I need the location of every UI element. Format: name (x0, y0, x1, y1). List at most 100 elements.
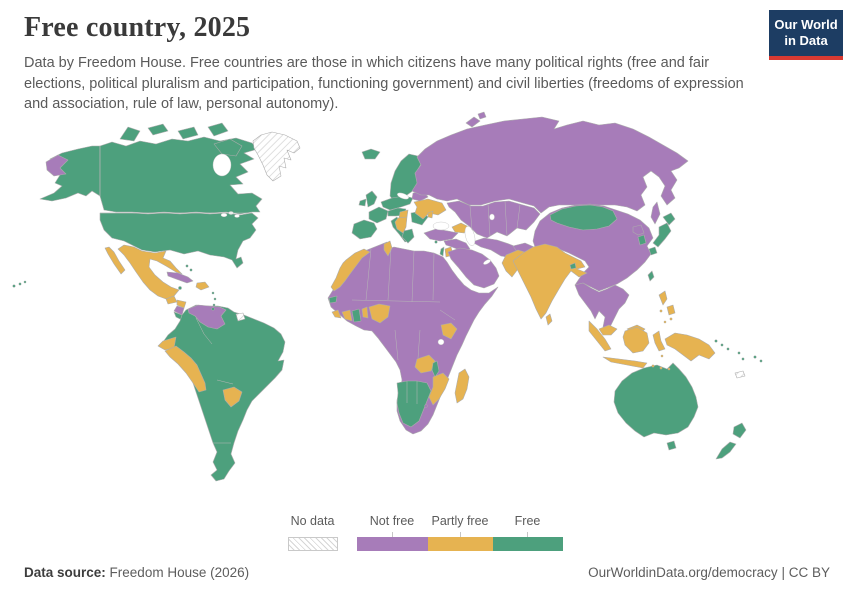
legend-item-free[interactable]: Free (492, 514, 563, 551)
region-bahamas[interactable] (189, 268, 193, 272)
region-lesser_antilles[interactable] (211, 291, 215, 295)
region-taiwan[interactable] (648, 271, 654, 281)
region-mongolia[interactable] (550, 205, 617, 230)
region-japan[interactable] (649, 247, 657, 255)
region-iberia[interactable] (352, 220, 377, 239)
region-indonesia[interactable] (651, 364, 655, 368)
region-central_europe[interactable] (381, 196, 413, 210)
region-madagascar[interactable] (455, 369, 469, 403)
region-united_kingdom[interactable] (366, 191, 377, 207)
region-pacific_islands[interactable] (759, 359, 763, 363)
region-peru[interactable] (165, 346, 206, 392)
region-indonesia[interactable] (660, 354, 664, 358)
region-new_zealand[interactable] (716, 442, 736, 459)
region-benin[interactable] (362, 307, 368, 318)
region-mozambique[interactable] (429, 373, 449, 405)
region-india[interactable] (513, 244, 587, 319)
region-cote_divoire[interactable] (342, 310, 352, 321)
region-hawaii[interactable] (18, 282, 22, 286)
region-israel[interactable] (440, 247, 444, 256)
region-hispaniola[interactable] (196, 282, 209, 290)
region-arabia[interactable] (448, 248, 499, 288)
region-philippines[interactable] (659, 291, 667, 305)
region-philippines[interactable] (667, 305, 675, 315)
owid-logo[interactable]: Our World in Data (769, 10, 843, 60)
region-ghana[interactable] (352, 309, 361, 322)
world-map[interactable] (0, 108, 850, 510)
region-greenland[interactable] (253, 132, 300, 181)
license-link[interactable]: CC BY (788, 565, 830, 580)
region-north_korea[interactable] (633, 225, 644, 235)
region-indonesia[interactable] (603, 357, 647, 368)
region-morocco[interactable] (331, 249, 370, 291)
region-venezuela[interactable] (188, 305, 226, 329)
region-indonesia[interactable] (667, 367, 671, 371)
region-pacific_islands[interactable] (753, 355, 757, 359)
region-pacific_islands[interactable] (737, 351, 741, 355)
region-australia[interactable] (667, 441, 676, 450)
region-united_states[interactable] (100, 213, 258, 268)
region-novaya_zemlya[interactable] (466, 117, 480, 127)
region-hawaii[interactable] (12, 284, 16, 288)
region-turkey[interactable] (424, 229, 458, 241)
region-russia[interactable] (412, 117, 688, 213)
region-eswatini[interactable] (424, 404, 428, 408)
region-indonesia[interactable] (623, 327, 649, 353)
legend-item-partly-free[interactable]: Partly free (427, 514, 493, 551)
region-chukotka[interactable] (46, 155, 68, 176)
region-ireland[interactable] (359, 199, 366, 206)
region-philippines[interactable] (669, 317, 673, 321)
region-philippines[interactable] (663, 320, 667, 324)
region-lesser_antilles[interactable] (213, 297, 217, 301)
region-french_guiana[interactable] (236, 313, 245, 321)
region-hawaii[interactable] (23, 280, 27, 284)
owid-url-link[interactable]: OurWorldinData.org/democracy (588, 565, 778, 580)
region-china[interactable] (533, 204, 653, 291)
region-mexico[interactable] (105, 247, 125, 274)
region-arctic_islands[interactable] (148, 124, 168, 135)
legend-item-not-free[interactable]: Not free (356, 514, 428, 551)
region-pacific_islands[interactable] (720, 343, 724, 347)
region-sierra_leone[interactable] (332, 310, 341, 318)
region-france[interactable] (369, 207, 388, 223)
region-cuba[interactable] (167, 272, 193, 283)
region-tunisia[interactable] (384, 241, 392, 256)
region-arctic_islands[interactable] (208, 123, 228, 136)
region-indochina[interactable] (575, 283, 629, 333)
legend-item-no-data[interactable]: No data (287, 514, 338, 551)
region-jamaica[interactable] (178, 286, 182, 290)
region-new_guinea[interactable] (665, 333, 715, 361)
region-kenya[interactable] (441, 323, 457, 339)
region-lesser_antilles[interactable] (211, 307, 215, 311)
region-senegal[interactable] (329, 296, 337, 303)
region-pacific_islands[interactable] (741, 357, 745, 361)
region-japan[interactable] (663, 213, 675, 225)
region-australia[interactable] (614, 363, 698, 437)
region-pacific_islands[interactable] (714, 339, 718, 343)
region-mexico[interactable] (118, 245, 182, 299)
region-cyprus[interactable] (434, 240, 438, 244)
region-philippines[interactable] (659, 309, 663, 313)
region-south_korea[interactable] (638, 235, 646, 245)
region-greece[interactable] (402, 229, 414, 243)
region-sri_lanka[interactable] (546, 314, 552, 325)
region-indonesia[interactable] (653, 331, 665, 351)
region-pacific_islands[interactable] (726, 347, 730, 351)
region-malaysia[interactable] (599, 325, 617, 335)
region-zambia[interactable] (415, 355, 435, 373)
region-sakhalin[interactable] (651, 202, 660, 224)
region-ukraine[interactable] (414, 199, 446, 219)
region-indonesia[interactable] (659, 366, 663, 370)
region-bahamas[interactable] (185, 264, 189, 268)
region-nigeria[interactable] (369, 304, 390, 323)
region-arctic_islands[interactable] (120, 127, 140, 141)
region-arctic_islands[interactable] (214, 139, 242, 156)
region-iceland[interactable] (362, 149, 380, 159)
region-malawi[interactable] (432, 361, 439, 377)
region-japan[interactable] (653, 223, 671, 247)
region-south_africa[interactable] (397, 381, 431, 427)
region-paraguay[interactable] (223, 387, 242, 407)
region-arctic_islands[interactable] (178, 127, 198, 139)
region-west_balkans[interactable] (395, 217, 407, 233)
region-lesser_antilles[interactable] (212, 303, 216, 307)
